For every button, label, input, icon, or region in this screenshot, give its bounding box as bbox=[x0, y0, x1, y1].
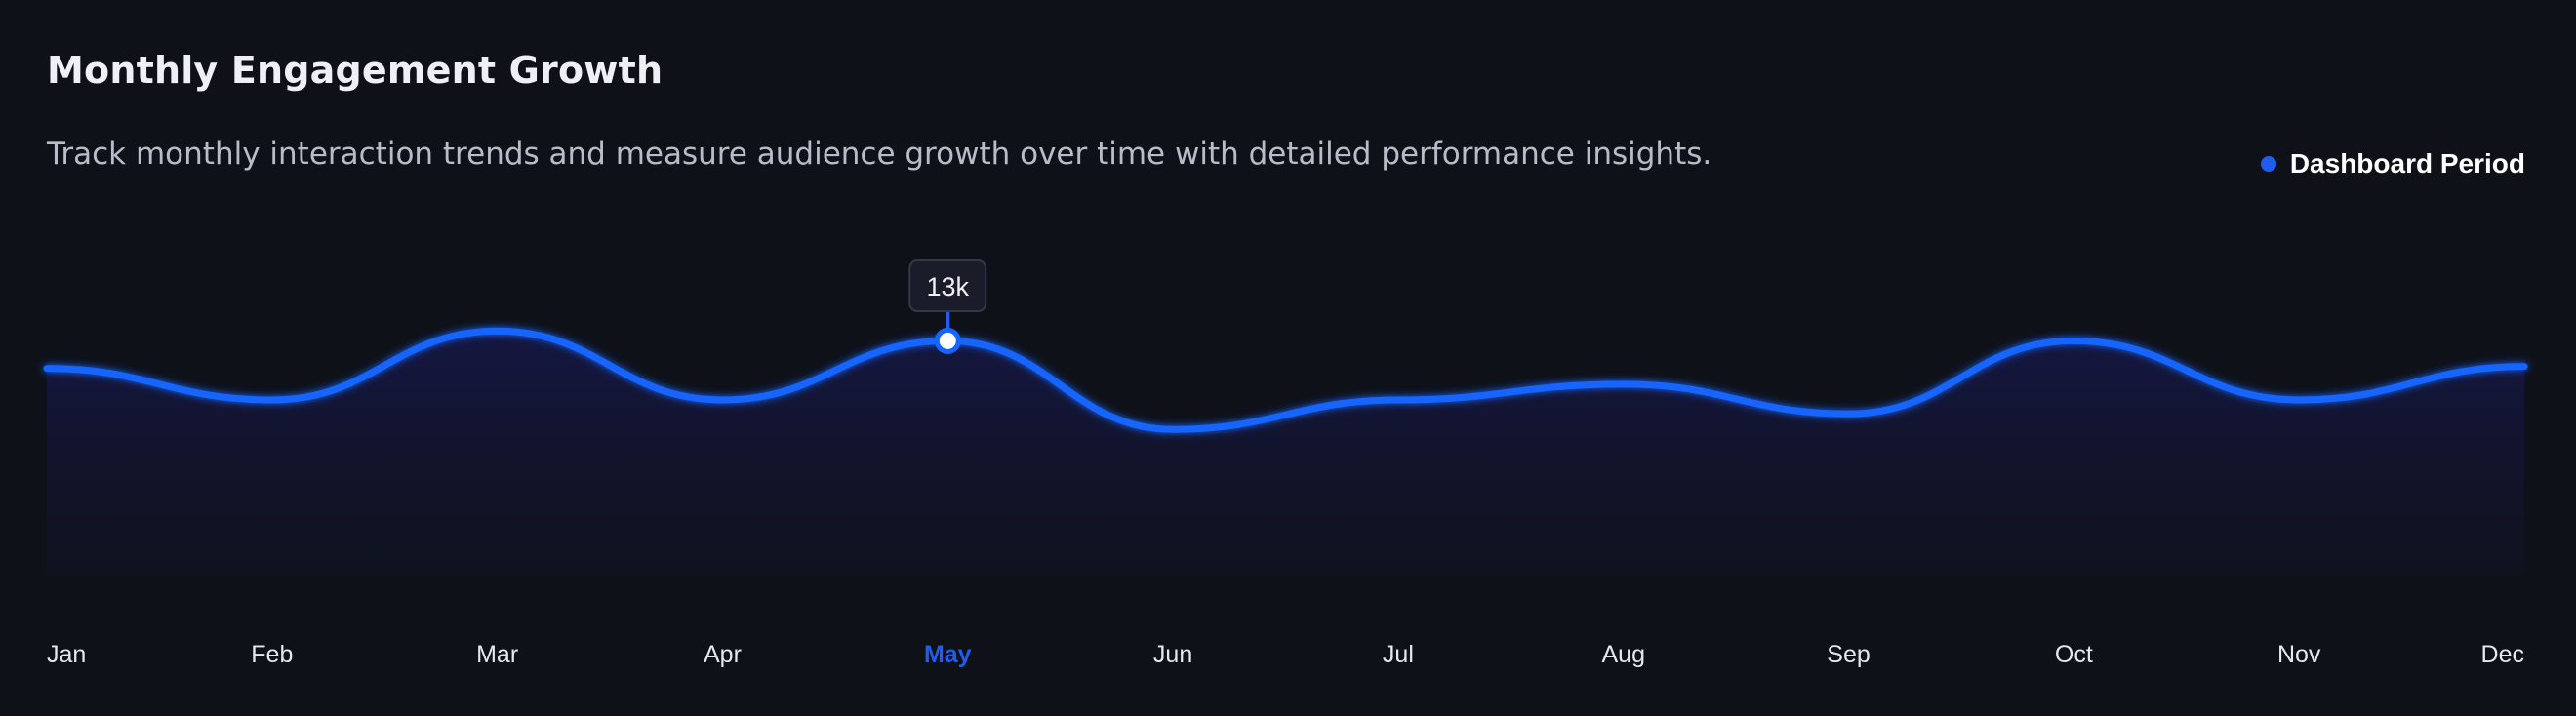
x-tick-apr[interactable]: Apr bbox=[704, 641, 742, 668]
x-tick-aug[interactable]: Aug bbox=[1601, 641, 1644, 668]
legend-dot-icon bbox=[2260, 156, 2276, 172]
x-tick-oct[interactable]: Oct bbox=[2055, 641, 2093, 668]
area-fill bbox=[47, 331, 2524, 576]
x-tick-mar[interactable]: Mar bbox=[476, 641, 518, 668]
x-tick-nov[interactable]: Nov bbox=[2277, 641, 2321, 668]
x-tick-may[interactable]: May bbox=[924, 641, 972, 668]
tooltip-box bbox=[908, 259, 987, 312]
chart-subtitle: Track monthly interaction trends and mea… bbox=[47, 137, 1712, 172]
x-tick-jul[interactable]: Jul bbox=[1383, 641, 1414, 668]
x-tick-feb[interactable]: Feb bbox=[251, 641, 293, 668]
highlight-point[interactable] bbox=[934, 327, 961, 354]
x-tick-jun[interactable]: Jun bbox=[1153, 641, 1192, 668]
x-tick-dec[interactable]: Dec bbox=[2481, 641, 2524, 668]
chart-title: Monthly Engagement Growth bbox=[47, 49, 664, 92]
x-tick-jan[interactable]: Jan bbox=[47, 641, 86, 668]
x-tick-sep[interactable]: Sep bbox=[1827, 641, 1870, 668]
legend-label: Dashboard Period bbox=[2289, 148, 2525, 179]
chart-legend[interactable]: Dashboard Period bbox=[2260, 148, 2525, 179]
series-line bbox=[43, 327, 2528, 433]
tooltip-value: 13k bbox=[926, 272, 969, 301]
